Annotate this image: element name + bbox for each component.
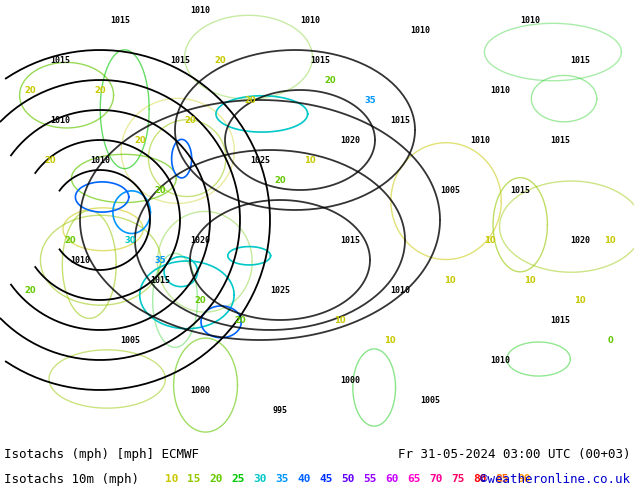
Text: 1010: 1010: [520, 16, 540, 24]
Text: 1010: 1010: [490, 356, 510, 365]
Text: 1010: 1010: [90, 155, 110, 165]
Text: 20: 20: [64, 236, 76, 245]
Text: 1015: 1015: [310, 55, 330, 65]
Text: 1015: 1015: [170, 55, 190, 65]
Text: 20: 20: [44, 155, 56, 165]
Text: 10: 10: [304, 155, 316, 165]
Text: 1005: 1005: [420, 395, 440, 405]
Text: 1010: 1010: [410, 25, 430, 34]
Text: 1015: 1015: [150, 275, 170, 285]
Text: 90: 90: [517, 474, 531, 484]
Text: 1010: 1010: [300, 16, 320, 24]
Text: 10: 10: [484, 236, 496, 245]
Text: Fr 31-05-2024 03:00 UTC (00+03): Fr 31-05-2024 03:00 UTC (00+03): [398, 447, 630, 461]
Text: 1015: 1015: [550, 316, 570, 324]
Text: 1010: 1010: [490, 85, 510, 95]
Text: 0: 0: [607, 336, 613, 344]
Text: 30: 30: [253, 474, 266, 484]
Text: 10: 10: [384, 336, 396, 344]
Text: 20: 20: [24, 286, 36, 294]
Text: 1020: 1020: [340, 136, 360, 145]
Text: Isotachs 10m (mph): Isotachs 10m (mph): [4, 472, 139, 486]
Text: 20: 20: [94, 85, 106, 95]
Text: 10: 10: [604, 236, 616, 245]
Text: 30: 30: [124, 236, 136, 245]
Text: 1020: 1020: [570, 236, 590, 245]
Text: 1025: 1025: [270, 286, 290, 294]
Text: 1000: 1000: [340, 375, 360, 385]
Text: 1010: 1010: [190, 5, 210, 15]
Text: 65: 65: [407, 474, 420, 484]
Text: 35: 35: [275, 474, 288, 484]
Text: 1005: 1005: [440, 186, 460, 195]
Text: 45: 45: [319, 474, 332, 484]
Text: Isotachs (mph) [mph] ECMWF: Isotachs (mph) [mph] ECMWF: [4, 447, 199, 461]
Text: 20: 20: [209, 474, 223, 484]
Text: 20: 20: [324, 75, 336, 84]
Text: 1015: 1015: [570, 55, 590, 65]
Text: 40: 40: [297, 474, 311, 484]
Text: 60: 60: [385, 474, 399, 484]
Text: 70: 70: [429, 474, 443, 484]
Text: 80: 80: [473, 474, 486, 484]
Text: 35: 35: [364, 96, 376, 104]
Text: 1015: 1015: [340, 236, 360, 245]
Text: 20: 20: [244, 96, 256, 104]
Text: 10: 10: [574, 295, 586, 304]
Text: 10: 10: [334, 316, 346, 324]
Text: 1000: 1000: [190, 386, 210, 394]
Text: 20: 20: [214, 55, 226, 65]
Text: 20: 20: [234, 316, 246, 324]
Text: 10: 10: [524, 275, 536, 285]
Text: 10: 10: [165, 474, 179, 484]
Text: 1020: 1020: [190, 236, 210, 245]
Text: 85: 85: [495, 474, 508, 484]
Text: 1015: 1015: [50, 55, 70, 65]
Text: 1015: 1015: [390, 116, 410, 124]
Text: 1010: 1010: [390, 286, 410, 294]
Text: 1010: 1010: [50, 116, 70, 124]
Text: 1015: 1015: [110, 16, 130, 24]
Text: 10: 10: [444, 275, 456, 285]
Text: 1025: 1025: [250, 155, 270, 165]
Text: ©weatheronline.co.uk: ©weatheronline.co.uk: [480, 472, 630, 486]
Text: 20: 20: [24, 85, 36, 95]
Text: 55: 55: [363, 474, 377, 484]
Text: 20: 20: [154, 186, 166, 195]
Text: 995: 995: [273, 406, 287, 415]
Text: 1005: 1005: [120, 336, 140, 344]
Text: 20: 20: [134, 136, 146, 145]
Text: 15: 15: [187, 474, 200, 484]
Text: 20: 20: [194, 295, 206, 304]
Text: 1015: 1015: [550, 136, 570, 145]
Text: 1010: 1010: [70, 255, 90, 265]
Text: 1010: 1010: [470, 136, 490, 145]
Text: 25: 25: [231, 474, 245, 484]
Text: 35: 35: [154, 255, 166, 265]
Text: 75: 75: [451, 474, 465, 484]
Text: 20: 20: [184, 116, 196, 124]
Text: 50: 50: [341, 474, 354, 484]
Text: 20: 20: [274, 175, 286, 185]
Text: 1015: 1015: [510, 186, 530, 195]
